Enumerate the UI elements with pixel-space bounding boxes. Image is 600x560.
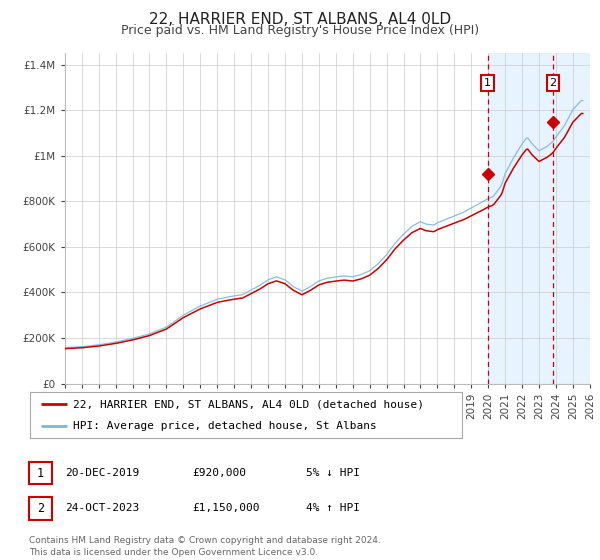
Text: 1: 1 bbox=[37, 466, 44, 480]
Text: £920,000: £920,000 bbox=[192, 468, 246, 478]
Text: £1,150,000: £1,150,000 bbox=[192, 503, 260, 514]
Text: 5% ↓ HPI: 5% ↓ HPI bbox=[306, 468, 360, 478]
Text: Contains HM Land Registry data © Crown copyright and database right 2024.
This d: Contains HM Land Registry data © Crown c… bbox=[29, 536, 380, 557]
Text: 22, HARRIER END, ST ALBANS, AL4 0LD (detached house): 22, HARRIER END, ST ALBANS, AL4 0LD (det… bbox=[73, 399, 424, 409]
Text: 2: 2 bbox=[550, 78, 556, 88]
Text: 20-DEC-2019: 20-DEC-2019 bbox=[65, 468, 139, 478]
Text: 1: 1 bbox=[484, 78, 491, 88]
Text: HPI: Average price, detached house, St Albans: HPI: Average price, detached house, St A… bbox=[73, 421, 377, 431]
Text: 4% ↑ HPI: 4% ↑ HPI bbox=[306, 503, 360, 514]
Text: Price paid vs. HM Land Registry's House Price Index (HPI): Price paid vs. HM Land Registry's House … bbox=[121, 24, 479, 37]
Bar bbox=[488, 53, 590, 384]
Text: 2: 2 bbox=[37, 502, 44, 515]
Bar bbox=[488, 53, 590, 384]
Text: 24-OCT-2023: 24-OCT-2023 bbox=[65, 503, 139, 514]
Text: 22, HARRIER END, ST ALBANS, AL4 0LD: 22, HARRIER END, ST ALBANS, AL4 0LD bbox=[149, 12, 451, 27]
